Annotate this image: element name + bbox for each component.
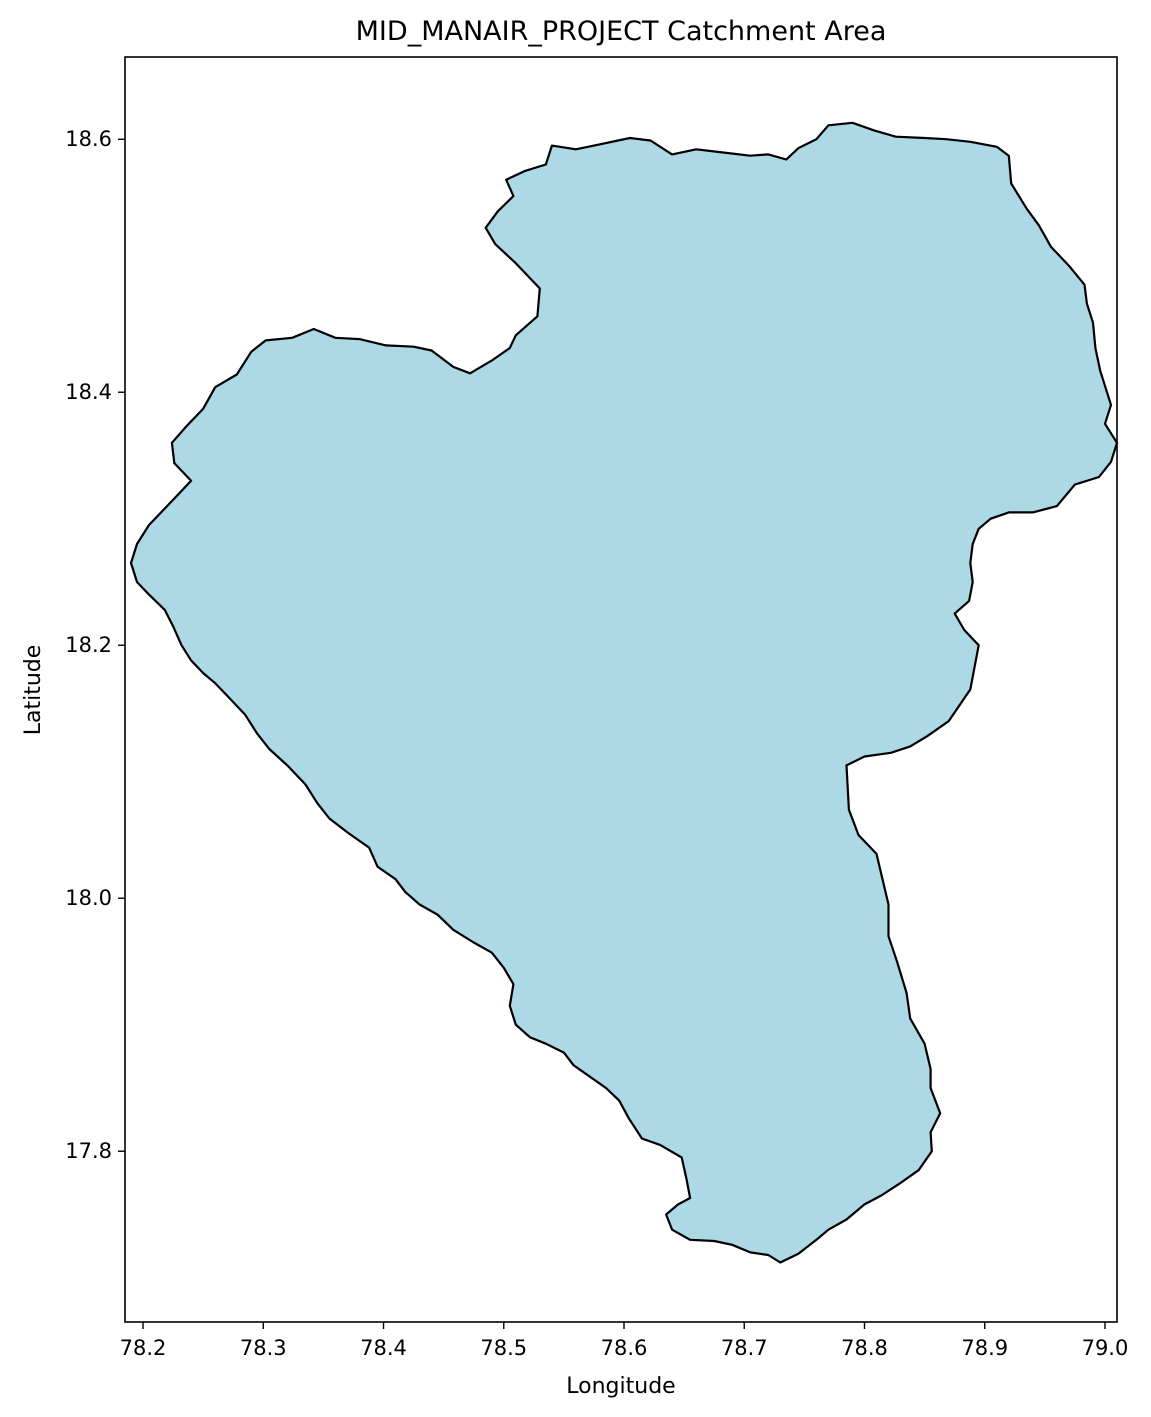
y-axis: 17.8 18.0 18.2 18.4 18.6: [65, 127, 125, 1163]
plot-frame: [124, 56, 1118, 1323]
catchment-polygon: [129, 121, 1119, 1264]
x-axis-label: Longitude: [566, 1374, 675, 1399]
plot-area: [129, 121, 1119, 1264]
x-tick-label: 78.7: [721, 1336, 768, 1360]
x-tick-label: 78.9: [961, 1336, 1008, 1360]
x-tick-label: 78.2: [120, 1336, 167, 1360]
x-tick-label: 78.4: [360, 1336, 407, 1360]
y-tick-label: 18.0: [65, 886, 112, 910]
x-tick-label: 78.6: [601, 1336, 648, 1360]
x-axis: 78.2 78.3 78.4 78.5 78.6 78.7 78.8 78.9 79.0: [120, 1322, 1129, 1360]
x-tick-label: 78.5: [480, 1336, 527, 1360]
y-tick-label: 17.8: [65, 1139, 112, 1163]
x-tick-label: 78.8: [841, 1336, 888, 1360]
chart-title: MID_MANAIR_PROJECT Catchment Area: [356, 16, 887, 47]
y-tick-label: 18.2: [65, 633, 112, 657]
y-tick-label: 18.4: [65, 380, 112, 404]
y-axis-label: Latitude: [21, 645, 46, 736]
y-tick-label: 18.6: [65, 127, 112, 151]
x-tick-label: 78.3: [240, 1336, 287, 1360]
x-tick-label: 79.0: [1082, 1336, 1129, 1360]
